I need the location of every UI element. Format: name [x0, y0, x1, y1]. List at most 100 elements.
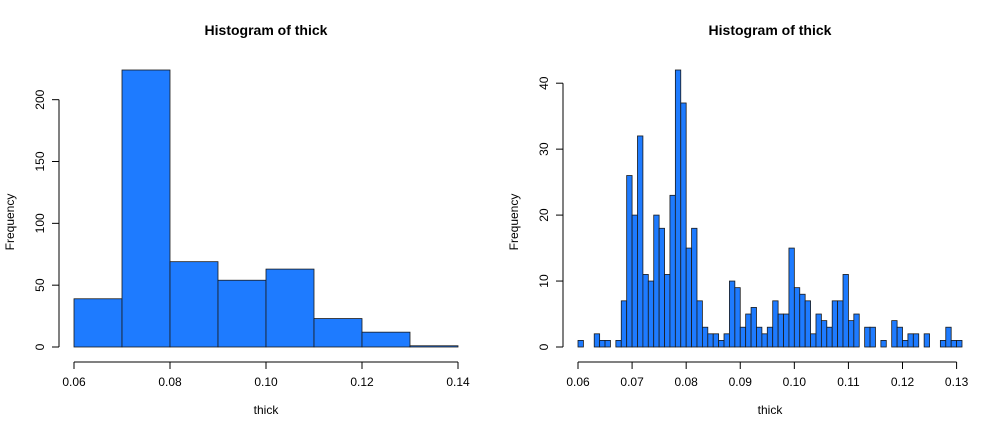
x-tick-label: 0.12	[891, 375, 915, 389]
y-tick-label: 40	[537, 76, 551, 90]
histogram-bar	[815, 313, 822, 348]
histogram-bar	[826, 326, 833, 348]
histogram-bar	[604, 340, 611, 348]
histogram-bar	[939, 340, 947, 348]
histogram-bar	[712, 333, 720, 348]
histogram-bar	[217, 279, 267, 348]
histogram-bar	[680, 102, 687, 348]
histogram-bar	[313, 318, 363, 348]
histogram-bar	[923, 333, 930, 348]
y-tick-label: 200	[33, 89, 47, 109]
histogram-bar	[788, 247, 795, 348]
x-tick-label: 0.12	[350, 375, 374, 389]
histogram-bar	[729, 280, 736, 348]
histogram-bar	[907, 333, 914, 348]
x-axis-left: 0.06 0.08 0.10 0.12 0.14	[62, 361, 470, 389]
histogram-bar	[783, 313, 790, 348]
histogram-bar	[685, 247, 692, 348]
histogram-bar	[902, 340, 909, 348]
histogram-bar	[766, 326, 774, 348]
histogram-bar	[620, 300, 628, 348]
histogram-bar	[750, 307, 757, 348]
histogram-bar	[658, 227, 665, 348]
histogram-bar	[647, 280, 655, 348]
x-axis-right: 0.06 0.07 0.08 0.09 0.10 0.11 0.12 0.13	[566, 361, 969, 389]
y-tick-label: 20	[537, 208, 551, 222]
histogram-bar	[799, 293, 806, 348]
y-axis-right: 0 10 20 30 40	[537, 76, 564, 350]
chart-title-right: Histogram of thick	[709, 22, 832, 38]
histogram-bar	[864, 326, 871, 348]
histogram-panel-left: Histogram of thick thick Frequency 0.06 0…	[3, 22, 470, 417]
bar-group-left	[73, 69, 459, 348]
histogram-bar	[912, 333, 920, 348]
x-tick-label: 0.08	[674, 375, 698, 389]
histogram-bar	[593, 333, 601, 348]
x-tick-label: 0.14	[446, 375, 470, 389]
x-axis-label-right: thick	[758, 403, 784, 417]
histogram-bar	[723, 333, 730, 348]
chart-title-left: Histogram of thick	[205, 22, 328, 38]
x-tick-label: 0.09	[729, 375, 753, 389]
histogram-bar	[409, 345, 459, 348]
histogram-bar	[691, 227, 698, 348]
histogram-bar	[653, 214, 660, 348]
histogram-bar	[707, 333, 714, 348]
histogram-bar	[820, 320, 828, 348]
histogram-bar	[891, 320, 898, 348]
histogram-bar	[950, 340, 957, 348]
histogram-bar	[696, 300, 703, 348]
x-tick-label: 0.11	[837, 375, 860, 389]
histogram-bar	[631, 214, 638, 348]
histogram-bar	[831, 300, 839, 348]
histogram-bar	[73, 298, 123, 348]
x-tick-label: 0.13	[945, 375, 969, 389]
y-tick-label: 10	[537, 274, 551, 288]
histogram-bar	[853, 313, 860, 348]
x-tick-label: 0.06	[566, 375, 590, 389]
histogram-bar	[756, 326, 763, 348]
y-tick-label: 50	[33, 278, 47, 292]
histogram-bar	[664, 274, 671, 348]
histogram-bar	[674, 69, 682, 348]
histogram-bar	[626, 175, 633, 348]
y-tick-label: 30	[537, 142, 551, 156]
y-tick-label: 100	[33, 213, 47, 233]
histogram-bar	[869, 326, 876, 348]
y-axis-left: 0 50 100 150 200	[33, 89, 60, 350]
histogram-bar	[739, 326, 747, 348]
x-tick-label: 0.08	[158, 375, 182, 389]
histogram-bar	[745, 313, 752, 348]
histogram-bar	[169, 261, 219, 348]
histogram-bar	[734, 287, 741, 348]
histogram-bar	[793, 287, 801, 348]
x-tick-label: 0.07	[620, 375, 644, 389]
histogram-bar	[642, 274, 649, 348]
x-tick-label: 0.10	[254, 375, 278, 389]
x-tick-label: 0.06	[62, 375, 86, 389]
x-tick-label: 0.10	[783, 375, 807, 389]
histogram-bar	[615, 340, 622, 348]
histogram-bar	[848, 320, 855, 348]
y-axis-label-right: Frequency	[507, 194, 521, 251]
histogram-bar	[701, 326, 709, 348]
histogram-bar	[842, 274, 849, 348]
histogram-bar	[669, 194, 676, 348]
histogram-bar	[265, 268, 315, 348]
histogram-bar	[804, 300, 811, 348]
histogram-bar	[599, 340, 606, 348]
histogram-bar	[956, 340, 963, 348]
y-tick-label: 0	[537, 343, 551, 350]
histogram-bar	[577, 340, 584, 348]
histogram-bar	[945, 326, 952, 348]
y-axis-label-left: Frequency	[3, 194, 17, 251]
bar-group-right	[577, 69, 963, 348]
histogram-bar	[761, 333, 768, 348]
x-axis-label-left: thick	[254, 403, 280, 417]
histogram-bar	[837, 300, 844, 348]
y-tick-label: 150	[33, 151, 47, 171]
histogram-bar	[777, 313, 784, 348]
histogram-panel-right: Histogram of thick thick Frequency 0.06 0…	[507, 22, 969, 417]
histogram-bar	[880, 340, 887, 348]
